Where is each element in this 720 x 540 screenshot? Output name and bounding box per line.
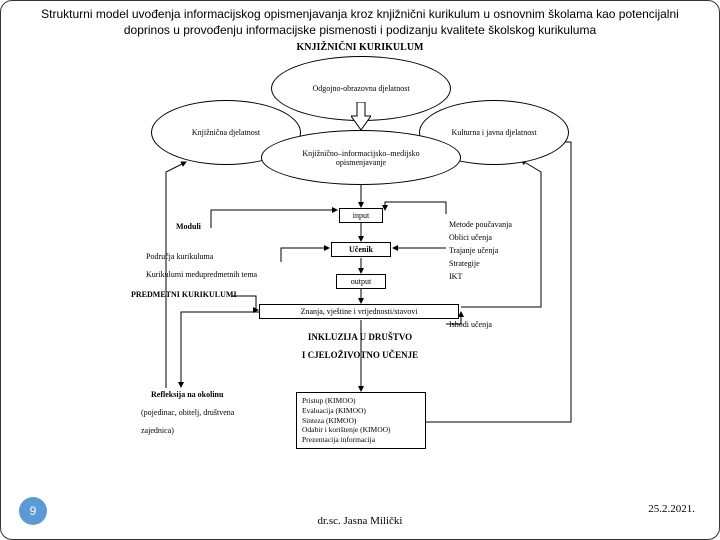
- input-box: input: [339, 208, 383, 223]
- structural-diagram: KNJIŽNIČNI KURIKULUM Odgojno-obrazovna d…: [1, 42, 719, 482]
- kimoo-l3: Sinteza (KIMOO): [302, 416, 420, 426]
- output-box: output: [336, 274, 386, 289]
- label-oblici: Oblici učenja: [449, 233, 492, 242]
- label-cjelo: I CJELOŽIVOTNO UČENJE: [302, 350, 418, 360]
- big-arrow-icon: [351, 102, 371, 130]
- date: 25.2.2021.: [648, 503, 695, 515]
- label-podrucja: Područja kurikuluma: [146, 252, 213, 261]
- label-kurikulumi: Kurikulumi međupredmetnih tema: [146, 270, 257, 279]
- slide-title: Strukturni model uvođenja informacijskog…: [1, 1, 719, 42]
- label-zajednica: zajednica): [141, 426, 174, 435]
- kimoo-box: Pristup (KIMOO) Evaluacija (KIMOO) Sinte…: [296, 392, 426, 449]
- ellipse-center-l2: opismenjavanje: [336, 158, 386, 167]
- kimoo-l2: Evaluacija (KIMOO): [302, 406, 420, 416]
- kimoo-l4: Odabir i korištenje (KIMOO): [302, 425, 420, 435]
- label-predmetni: PREDMETNI KURIKULUMI: [131, 290, 237, 299]
- label-pojedinac: (pojedinac, obitelj, društvena: [141, 408, 234, 417]
- label-ishodi: Ishodi učenja: [449, 320, 492, 329]
- label-trajanje: Trajanje učenja: [449, 246, 498, 255]
- ucenik-box: Učenik: [331, 242, 391, 257]
- znanja-box: Znanja, vještine i vrijednosti/stavovi: [259, 304, 459, 319]
- label-refleksija: Refleksija na okolinu: [151, 390, 223, 399]
- kimoo-l1: Pristup (KIMOO): [302, 396, 420, 406]
- diagram-title: KNJIŽNIČNI KURIKULUM: [297, 42, 424, 53]
- label-strategije: Strategije: [449, 259, 480, 268]
- page-number: 9: [19, 497, 47, 525]
- label-inkluzija: INKLUZIJA U DRUŠTVO: [308, 332, 412, 342]
- ellipse-center: Knjižnično–informacijsko–medijsko opisme…: [261, 130, 461, 185]
- label-metode: Metode poučavanja: [449, 220, 512, 229]
- label-ikt: IKT: [449, 272, 462, 281]
- ellipse-center-l1: Knjižnično–informacijsko–medijsko: [302, 149, 419, 158]
- author: dr.sc. Jasna Milički: [318, 515, 403, 527]
- kimoo-l5: Prezentacija informacija: [302, 435, 420, 445]
- footer: 9 dr.sc. Jasna Milički 25.2.2021.: [1, 491, 719, 539]
- label-moduli: Moduli: [176, 222, 201, 231]
